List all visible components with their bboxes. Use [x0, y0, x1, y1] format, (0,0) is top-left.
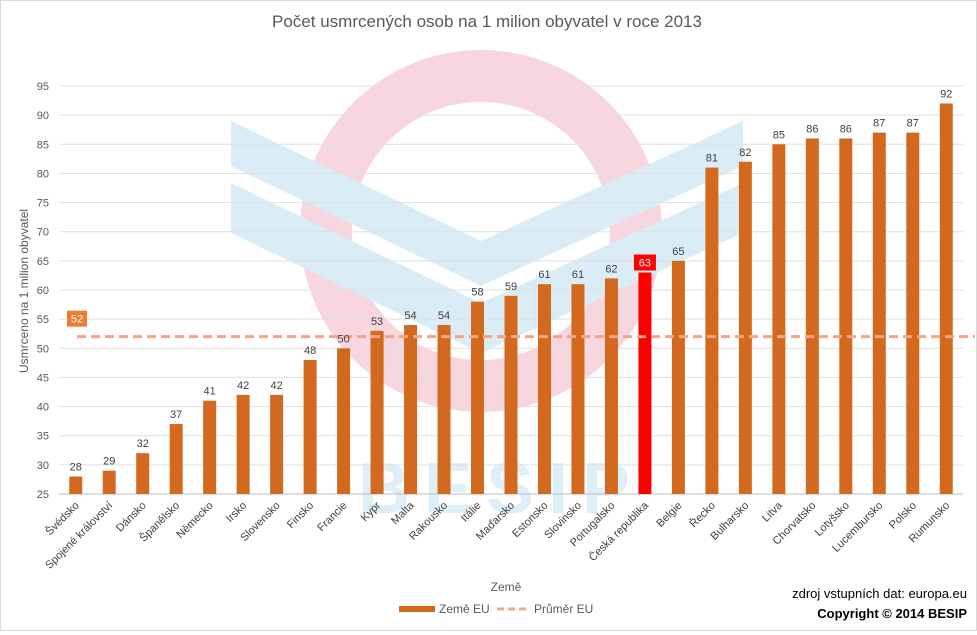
bar	[604, 278, 618, 494]
bar	[169, 424, 183, 494]
data-label: 81	[706, 153, 718, 165]
bar	[906, 132, 920, 494]
data-label: 92	[940, 88, 952, 100]
data-label: 62	[605, 263, 617, 275]
data-label: 42	[271, 380, 283, 392]
bar	[805, 138, 819, 494]
data-label: 87	[907, 118, 919, 130]
bar	[270, 394, 284, 494]
legend-swatch-bars	[399, 606, 435, 612]
bar	[136, 453, 150, 494]
data-label: 29	[103, 456, 115, 468]
x-tick-label: Polsko	[887, 500, 919, 532]
data-label: 59	[505, 281, 517, 293]
y-tick-label: 65	[37, 256, 49, 268]
bar	[738, 161, 752, 494]
y-axis-ticks: 25 30 35 40 45 50 55 60 65 70 75 80 85 90 95	[37, 81, 49, 501]
y-tick-label: 85	[37, 139, 49, 151]
legend-label-line: Průměr EU	[534, 602, 593, 616]
y-tick-label: 30	[37, 460, 49, 472]
y-tick-label: 25	[37, 489, 49, 501]
legend: Země EU Průměr EU	[399, 602, 593, 616]
data-label: 65	[672, 246, 684, 258]
bar	[638, 272, 652, 494]
y-tick-label: 70	[37, 227, 49, 239]
y-tick-label: 90	[37, 110, 49, 122]
bar	[872, 132, 886, 494]
y-tick-label: 75	[37, 198, 49, 210]
average-label: 52	[71, 314, 83, 326]
data-label: 42	[237, 380, 249, 392]
y-tick-label: 95	[37, 81, 49, 93]
bar	[504, 295, 518, 494]
data-label: 86	[806, 123, 818, 135]
y-axis-label: Usmrceno na 1 milion obyvatel	[17, 209, 31, 373]
bar	[705, 167, 719, 494]
data-label: 82	[739, 147, 751, 159]
bar	[471, 301, 485, 494]
watermark-text: BESIP	[358, 449, 644, 529]
data-label: 54	[404, 310, 416, 322]
y-tick-label: 40	[37, 402, 49, 414]
y-tick-label: 60	[37, 285, 49, 297]
data-label: 54	[438, 310, 450, 322]
bar	[671, 260, 685, 494]
bar	[370, 330, 384, 494]
highlight-label-box	[633, 254, 656, 271]
bar	[303, 359, 317, 494]
bar	[337, 348, 351, 494]
bar	[571, 284, 585, 494]
data-label: 61	[572, 269, 584, 281]
data-label: 85	[773, 129, 785, 141]
data-label: 87	[873, 118, 885, 130]
data-label: 63	[639, 258, 651, 270]
data-label: 37	[170, 409, 182, 421]
data-label: 61	[538, 269, 550, 281]
bar	[69, 476, 83, 494]
bar	[404, 324, 418, 494]
bar	[772, 144, 786, 495]
y-tick-label: 80	[37, 168, 49, 180]
data-label: 41	[204, 386, 216, 398]
x-tick-label: Řecko	[687, 499, 718, 530]
copyright-text: Copyright © 2014 BESIP	[817, 606, 967, 621]
x-tick-label: Belgie	[654, 500, 684, 530]
data-label: 53	[371, 316, 383, 328]
chart-title: Počet usmrcených osob na 1 milion obyvat…	[272, 12, 702, 31]
data-label: 48	[304, 345, 316, 357]
x-axis-label: Země	[491, 580, 522, 594]
data-label: 58	[471, 287, 483, 299]
data-label: 32	[137, 438, 149, 450]
x-tick-label: Finsko	[285, 500, 316, 531]
data-label: 28	[70, 462, 82, 474]
bar	[939, 103, 953, 494]
bar	[102, 470, 116, 494]
bar	[203, 400, 217, 494]
data-label: 86	[840, 123, 852, 135]
y-tick-label: 45	[37, 372, 49, 384]
bar	[839, 138, 853, 494]
bar	[537, 284, 551, 494]
x-tick-label: Litva	[760, 499, 786, 525]
data-label: 50	[337, 333, 349, 345]
legend-label-bars: Země EU	[439, 602, 490, 616]
y-tick-label: 55	[37, 314, 49, 326]
bar	[437, 324, 451, 494]
source-text: zdroj vstupních dat: europa.eu	[792, 586, 967, 601]
y-tick-label: 35	[37, 431, 49, 443]
y-tick-label: 50	[37, 343, 49, 355]
average-label-box	[67, 310, 87, 327]
x-tick-label: Irsko	[224, 500, 249, 525]
x-tick-label: Francie	[315, 500, 349, 534]
bar	[236, 394, 250, 494]
data-labels: 28 29 32 37 41 42 42 48 50 53 54 54 58 59 61 61 62 63 65 81…	[70, 88, 953, 473]
x-tick-label: Německo	[174, 500, 215, 541]
average-line: 52	[67, 310, 975, 339]
